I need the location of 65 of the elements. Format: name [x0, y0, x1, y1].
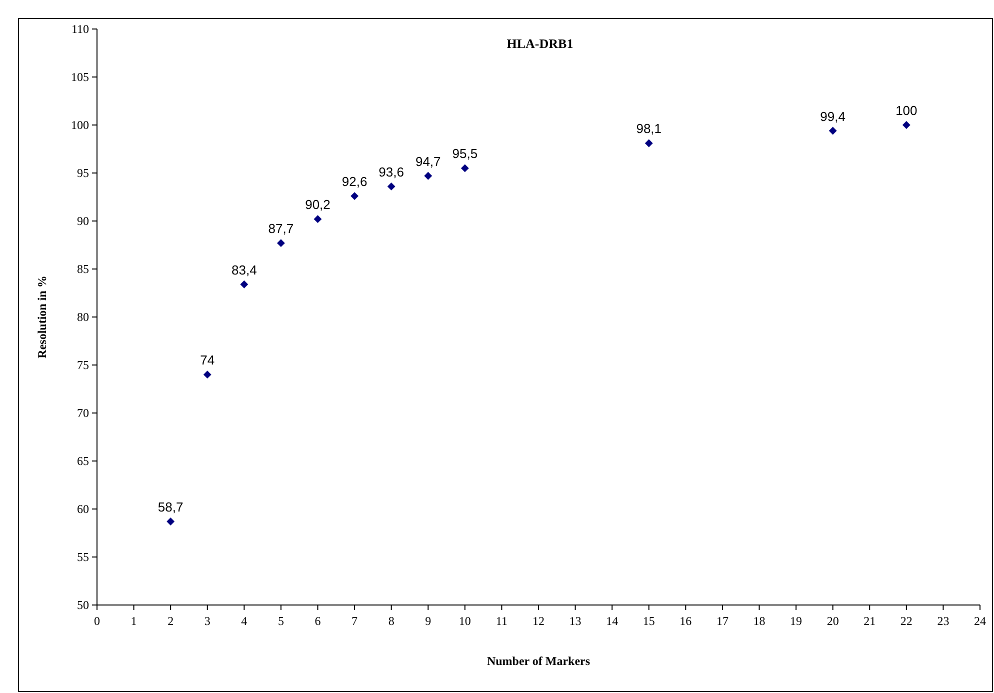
x-tick-label: 1: [130, 614, 137, 628]
x-tick-label: 18: [753, 614, 766, 628]
x-tick-label: 10: [458, 614, 471, 628]
x-tick-label: 3: [204, 614, 210, 628]
y-tick-label: 90: [77, 214, 89, 228]
x-tick-label: 11: [496, 614, 508, 628]
y-axis-title: Resolution in %: [35, 276, 49, 358]
point: [644, 139, 653, 148]
data-label: 93,6: [378, 164, 404, 180]
point: [828, 126, 837, 135]
data-label: 98,1: [636, 121, 662, 136]
y-tick-label: 105: [71, 70, 89, 84]
y-tick-label: 70: [77, 406, 89, 420]
data-label: 95,5: [452, 146, 478, 162]
x-axis-title: Number of Markers: [486, 654, 590, 668]
y-tick-label: 110: [71, 22, 89, 36]
y-tick-label: 95: [77, 166, 89, 180]
text: HLA-DRB1: [506, 36, 574, 51]
x-tick-label: 20: [826, 614, 839, 628]
point: [424, 172, 432, 180]
point: [166, 518, 175, 526]
data-label: 83,4: [232, 262, 257, 278]
y-tick-label: 80: [77, 310, 89, 324]
x-tick-label: 24: [974, 614, 986, 628]
x-tick-label: 22: [900, 614, 912, 628]
x-tick-label: 21: [864, 614, 876, 628]
y-tick-label: 55: [77, 550, 89, 564]
x-tick-label: 2: [168, 614, 174, 628]
x-tick-label: 8: [388, 614, 394, 628]
point: [902, 121, 910, 129]
x-tick-label: 16: [680, 614, 692, 628]
point: [314, 215, 322, 224]
x-tick-label: 19: [790, 614, 802, 628]
x-tick-label: 4: [241, 614, 248, 628]
data-label: 92,6: [342, 174, 368, 190]
x-tick-label: 12: [532, 614, 544, 628]
point: [387, 182, 396, 190]
y-tick-label: 75: [77, 358, 89, 372]
x-tick-label: 17: [716, 614, 728, 628]
point: [203, 370, 212, 379]
data-label: 100: [896, 103, 918, 118]
data-label: 90,2: [305, 197, 330, 212]
y-tick-label: 85: [77, 262, 89, 276]
x-tick-label: 9: [425, 614, 432, 628]
point: [350, 192, 359, 200]
data-label: 87,7: [268, 221, 294, 236]
y-tick-label: 60: [77, 502, 89, 516]
x-tick-label: 23: [937, 614, 950, 628]
x-tick-label: 13: [569, 614, 582, 628]
y-tick-label: 100: [71, 118, 89, 132]
point: [460, 164, 469, 172]
data-label: 94,7: [415, 154, 441, 169]
data-label: 58,7: [158, 499, 184, 514]
data-label: 74: [200, 352, 215, 368]
y-tick-label: 50: [77, 598, 89, 612]
point: [240, 280, 248, 288]
x-tick-label: 7: [352, 614, 358, 628]
x-tick-label: 6: [314, 614, 321, 628]
x-tick-label: 14: [606, 614, 618, 628]
point: [276, 239, 285, 248]
data-label: 99,4: [820, 108, 846, 124]
x-tick-label: 15: [642, 614, 655, 628]
x-tick-label: 0: [94, 614, 100, 628]
y-tick-label: 65: [77, 454, 89, 468]
x-tick-label: 5: [278, 614, 284, 628]
